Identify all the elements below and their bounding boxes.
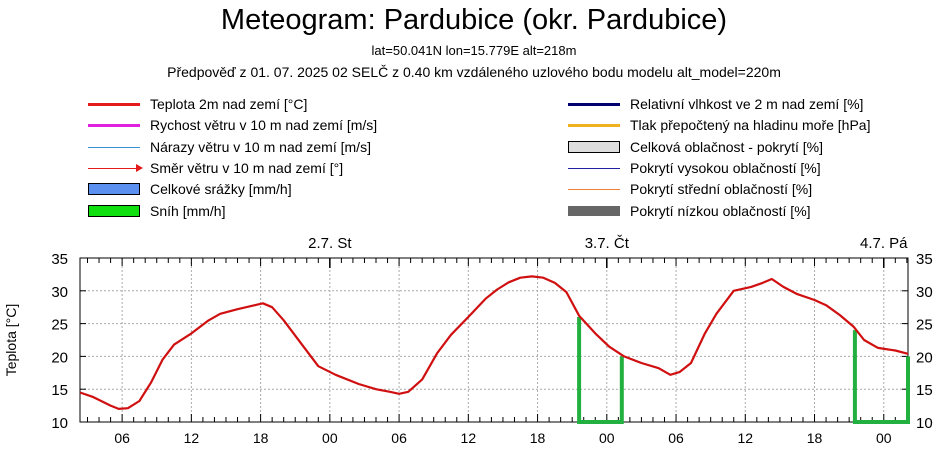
page-title: Meteogram: Pardubice (okr. Pardubice) [220, 4, 728, 36]
legend-label: Celkové srážky [mm/h] [150, 181, 292, 198]
x-tick-label: 06 [668, 430, 684, 446]
legend-swatch [88, 163, 143, 172]
legend-swatch [568, 189, 620, 191]
day-label: 4.7. Pá [860, 235, 908, 252]
y-tick-label: 10 [51, 415, 68, 432]
snow-marker [577, 317, 624, 424]
legend-swatch [88, 146, 140, 148]
legend-label: Teplota 2m nad zemí [°C] [150, 96, 308, 112]
x-tick-label: 06 [391, 430, 407, 446]
forecast-info: Předpověď z 01. 07. 2025 02 SELČ z 0.40 … [167, 64, 781, 80]
y-tick-label-right: 10 [916, 415, 933, 432]
y-tick-label: 30 [51, 284, 68, 301]
x-tick-label: 06 [114, 430, 130, 446]
y-tick-label-right: 35 [916, 251, 933, 268]
legend-label: Směr větru v 10 m nad zemí [°] [150, 159, 344, 176]
legend-swatch [88, 103, 140, 106]
legend-label: Rychost větru v 10 m nad zemí [m/s] [150, 117, 378, 134]
x-tick-label: 12 [184, 430, 200, 446]
legend-label: Pokrytí vysokou oblačností [%] [630, 159, 821, 176]
y-tick-label-right: 20 [916, 349, 933, 366]
legend-swatch [88, 124, 140, 128]
y-tick-label-right: 30 [916, 284, 933, 301]
location-info: lat=50.041N lon=15.779E alt=218m [371, 43, 577, 58]
snow-marker [852, 330, 910, 424]
legend-swatch [88, 204, 140, 217]
x-tick-label: 00 [322, 430, 338, 446]
legend-label: Tlak přepočtený na hladinu moře [hPa] [630, 117, 871, 134]
y-axis-label: Teplota [°C] [3, 304, 19, 377]
legend-label: Pokrytí nízkou oblačností [%] [630, 202, 811, 219]
legend-label: Sníh [mm/h] [150, 202, 226, 219]
day-label: 2.7. St [308, 235, 352, 252]
legend-swatch [568, 124, 620, 128]
legend-swatch [568, 167, 620, 169]
y-tick-label-right: 15 [916, 382, 933, 399]
legend-label: Celková oblačnost - pokrytí [%] [630, 138, 823, 155]
y-tick-label: 35 [51, 251, 68, 268]
legend-swatch [568, 103, 620, 106]
x-tick-label: 12 [737, 430, 753, 446]
plot-frame [79, 257, 909, 423]
y-tick-label-right: 25 [916, 317, 933, 334]
legend-swatch [88, 183, 140, 196]
temperature-line [79, 275, 909, 410]
y-tick-label: 15 [51, 382, 68, 399]
x-tick-label: 00 [599, 430, 615, 446]
legend-swatch [568, 140, 620, 153]
x-tick-label: 12 [461, 430, 477, 446]
x-tick-label: 18 [807, 430, 823, 446]
x-tick-label: 00 [876, 430, 892, 446]
legend-label: Nárazy větru v 10 m nad zemí [m/s] [150, 138, 371, 155]
x-tick-label: 18 [530, 430, 546, 446]
x-tick-label: 18 [253, 430, 269, 446]
legend-label: Relativní vlhkost ve 2 m nad zemí [%] [630, 96, 864, 112]
legend-label: Pokrytí střední oblačností [%] [630, 181, 813, 198]
legend-swatch [568, 205, 620, 216]
y-tick-label: 25 [51, 317, 68, 334]
y-tick-label: 20 [51, 349, 68, 366]
day-label: 3.7. Čt [585, 235, 630, 252]
